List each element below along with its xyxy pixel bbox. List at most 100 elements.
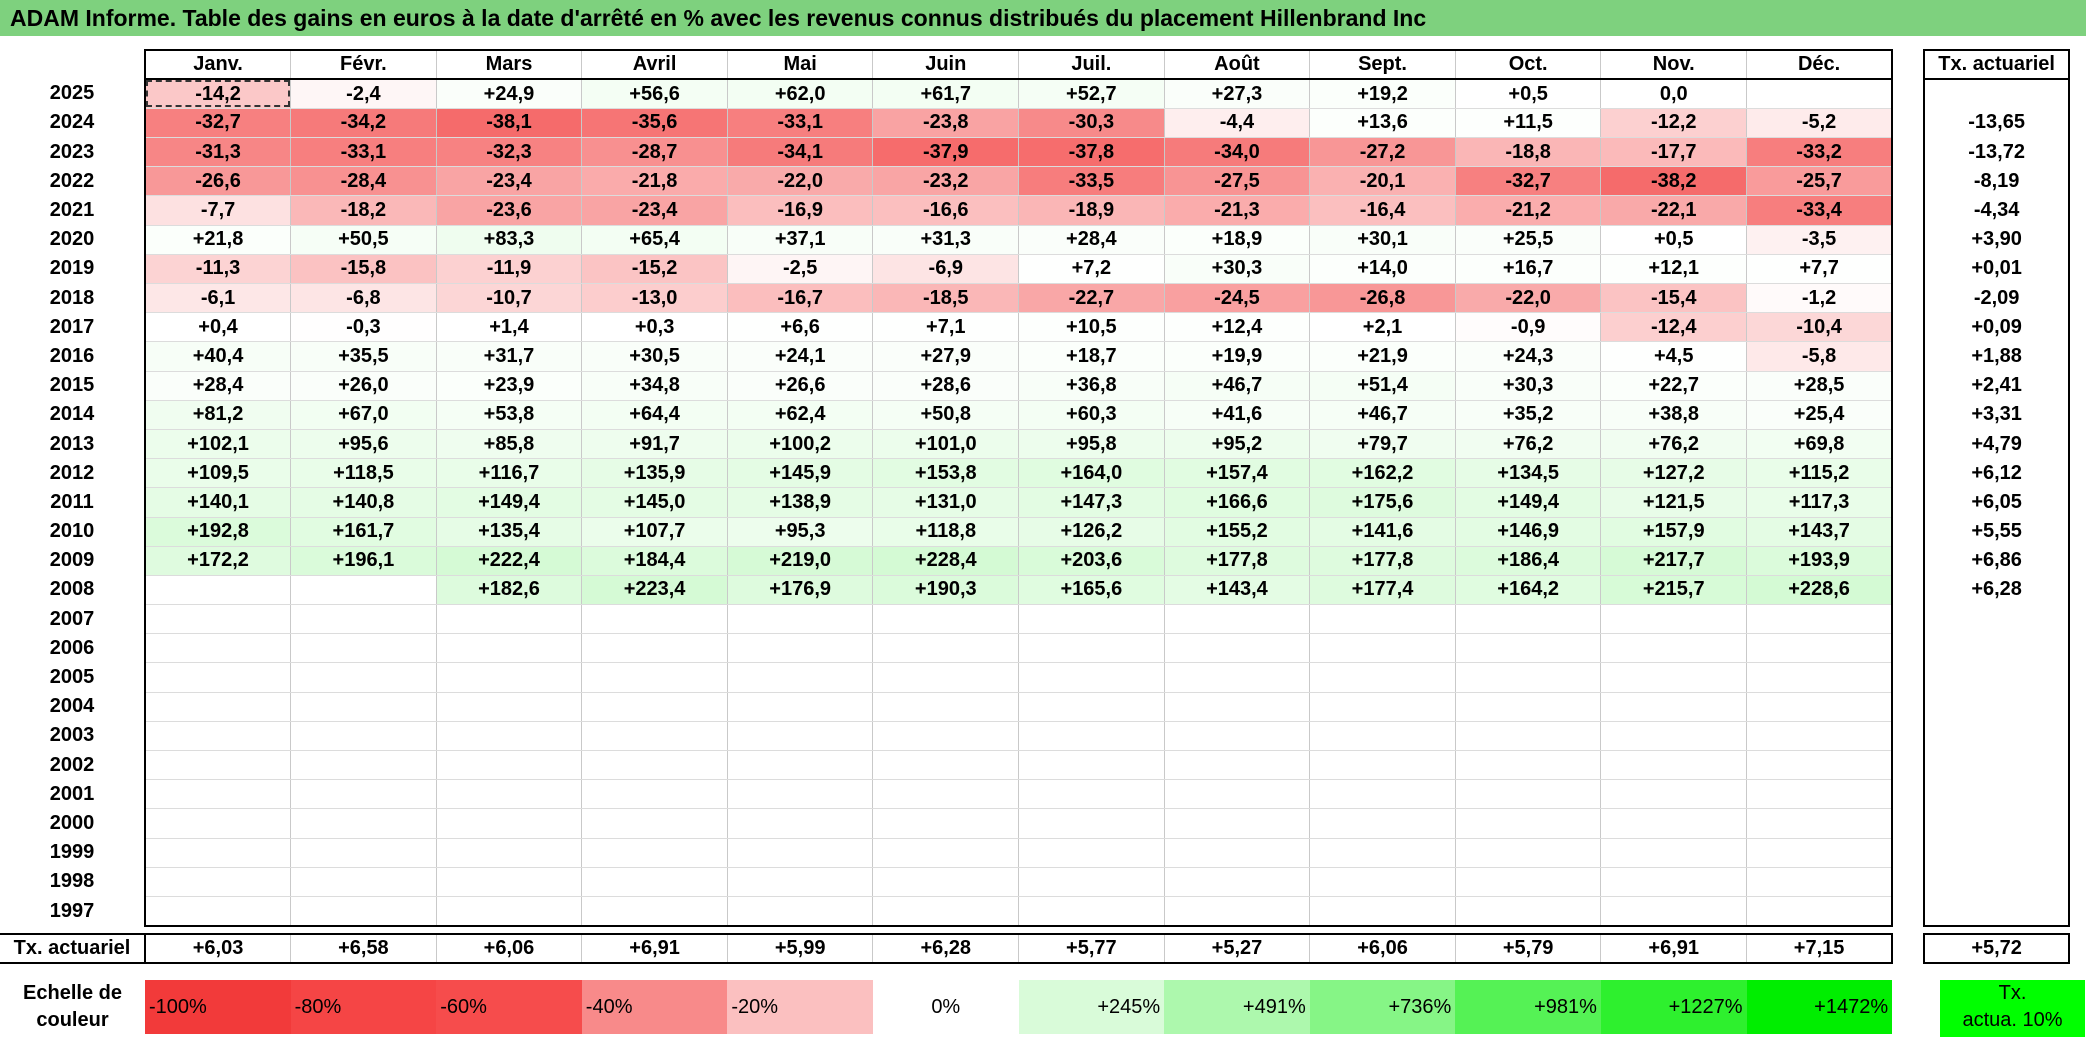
year-label: 2005 xyxy=(49,666,95,689)
table-cell xyxy=(1746,79,1894,109)
year-label: 2006 xyxy=(49,636,95,659)
table-row: 2005 xyxy=(0,662,2071,693)
scale-item: +981% xyxy=(1455,980,1601,1034)
table-cell xyxy=(144,721,291,752)
year-label: 2004 xyxy=(49,695,95,718)
table-cell: +53,8 xyxy=(435,400,582,430)
table-cell: +27,3 xyxy=(1163,79,1310,109)
table-cell: -16,4 xyxy=(1309,195,1456,226)
table-row: 2008 +182,6 +223,4 +176,9 +190,3 +165,6 +143,4… xyxy=(0,575,2071,606)
table-cell xyxy=(1746,867,1894,897)
table-cell: -18,2 xyxy=(290,195,437,226)
scale-item: -80% xyxy=(290,980,437,1034)
table-cell: -2,4 xyxy=(290,79,437,109)
table-cell xyxy=(581,750,728,781)
table-cell xyxy=(1309,662,1456,693)
table-cell: +11,5 xyxy=(1454,108,1601,139)
table-cell: +12,4 xyxy=(1163,312,1310,343)
table-cell xyxy=(1163,750,1310,781)
table-cell: +164,2 xyxy=(1454,575,1601,606)
table-cell: +193,9 xyxy=(1746,546,1894,576)
table-cell: -32,7 xyxy=(144,108,291,139)
table-cell xyxy=(1309,838,1456,868)
table-cell: -5,2 xyxy=(1746,108,1894,139)
scale-item: -100% xyxy=(145,980,291,1034)
table-cell: +27,9 xyxy=(872,341,1019,372)
spacer xyxy=(1892,167,1924,196)
table-cell: -15,4 xyxy=(1600,283,1747,314)
color-scale-label: Echelle de couleur xyxy=(23,982,122,1031)
table-cell: +62,0 xyxy=(726,79,873,109)
scale-item: +736% xyxy=(1309,980,1456,1034)
table-cell xyxy=(1018,808,1165,839)
table-cell: +115,2 xyxy=(1746,458,1894,489)
table-cell: -37,8 xyxy=(1018,137,1165,168)
table-cell: -23,6 xyxy=(435,195,582,226)
table-cell xyxy=(1163,779,1310,810)
table-row: 2007 xyxy=(0,604,2071,635)
table-cell: -17,7 xyxy=(1600,137,1747,168)
year-label: 2017 xyxy=(49,315,95,338)
table-cell: +157,9 xyxy=(1600,517,1747,547)
table-cell: -32,7 xyxy=(1454,166,1601,197)
tx-row-cell: +6,58 xyxy=(290,932,437,964)
table-cell: +176,9 xyxy=(726,575,873,606)
header-row: Janv. Févr. Mars Avril Mai Juin Juil. Août Sept.… xyxy=(0,48,2071,81)
table-cell xyxy=(1600,779,1747,810)
table-cell xyxy=(144,604,291,635)
gains-table: Janv. Févr. Mars Avril Mai Juin Juil. Août Sept.… xyxy=(0,48,2071,964)
table-cell: +162,2 xyxy=(1309,458,1456,489)
table-cell: +14,0 xyxy=(1309,254,1456,285)
spacer xyxy=(1892,634,1924,663)
table-cell xyxy=(1018,692,1165,722)
table-cell: +165,6 xyxy=(1018,575,1165,606)
tx-cell: +6,86 xyxy=(1923,546,2071,576)
table-cell: +60,3 xyxy=(1018,400,1165,430)
table-row: 2001 xyxy=(0,779,2071,810)
table-cell xyxy=(1600,750,1747,781)
month-header: Sept. xyxy=(1309,48,1456,81)
scale-item: -40% xyxy=(581,980,728,1034)
tx-header: Tx. actuariel xyxy=(1923,48,2071,81)
tx-cell: +6,05 xyxy=(1923,487,2071,517)
table-cell xyxy=(290,779,437,810)
table-cell xyxy=(1746,808,1894,839)
table-cell xyxy=(1309,604,1456,635)
tx-cell xyxy=(1923,692,2071,722)
table-cell xyxy=(581,692,728,722)
table-cell xyxy=(726,692,873,722)
table-row: 1999 xyxy=(0,838,2071,868)
tx-row-cell: +6,06 xyxy=(1309,932,1456,964)
table-cell xyxy=(144,808,291,839)
table-cell xyxy=(581,808,728,839)
table-cell xyxy=(1018,838,1165,868)
table-row: 2002 xyxy=(0,750,2071,781)
table-cell: -22,0 xyxy=(726,166,873,197)
spacer xyxy=(1892,459,1924,488)
tx-row-cell: +6,91 xyxy=(581,932,728,964)
table-cell: +95,8 xyxy=(1018,429,1165,460)
table-cell xyxy=(581,662,728,693)
table-cell: +46,7 xyxy=(1163,371,1310,401)
tx-cell xyxy=(1923,604,2071,634)
month-header: Déc. xyxy=(1746,48,1894,81)
table-cell: -7,7 xyxy=(144,195,291,226)
table-cell xyxy=(290,808,437,839)
table-cell xyxy=(290,838,437,868)
table-cell xyxy=(1454,838,1601,868)
tx-cell xyxy=(1923,79,2071,109)
table-cell xyxy=(290,750,437,781)
table-cell xyxy=(144,896,291,927)
tx-cell xyxy=(1923,867,2071,897)
table-cell xyxy=(1600,633,1747,664)
tx-cell xyxy=(1923,808,2071,839)
table-cell: -1,2 xyxy=(1746,283,1894,314)
year-label: 1997 xyxy=(49,899,95,922)
table-cell xyxy=(1746,779,1894,810)
table-cell: -12,4 xyxy=(1600,312,1747,343)
table-cell: -23,4 xyxy=(581,195,728,226)
tx-row: Tx. actuariel +6,03 +6,58 +6,06 +6,91 +5,99 +6… xyxy=(0,932,2071,964)
table-cell: +24,1 xyxy=(726,341,873,372)
table-cell: +24,3 xyxy=(1454,341,1601,372)
tx-cell: +6,28 xyxy=(1923,575,2071,605)
